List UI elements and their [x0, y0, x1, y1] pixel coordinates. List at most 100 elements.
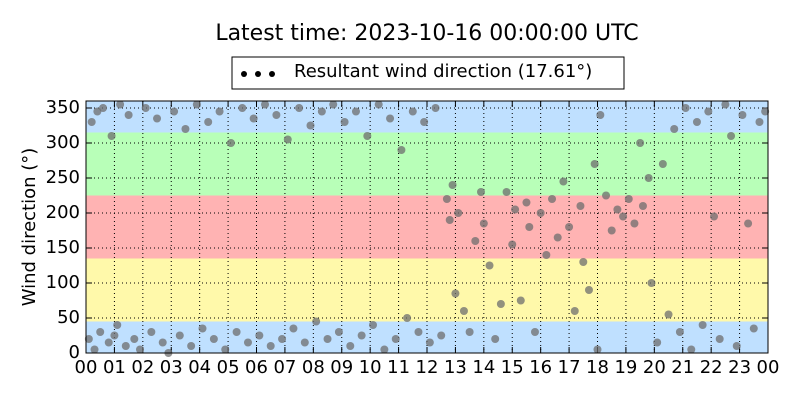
x-tick-label: 23: [728, 357, 751, 378]
y-tick-label: 200: [46, 202, 80, 223]
data-point: [414, 328, 423, 336]
legend-marker: [255, 71, 261, 77]
data-point: [283, 135, 292, 144]
data-point: [346, 342, 355, 350]
data-point: [255, 331, 264, 340]
data-point: [272, 111, 281, 119]
x-tick-label: 22: [700, 357, 723, 378]
x-tick-label: 21: [671, 357, 694, 378]
data-point: [323, 335, 332, 343]
data-point: [386, 114, 395, 123]
x-tick-label: 17: [558, 357, 581, 378]
data-point: [465, 328, 474, 336]
y-tick-label: 300: [46, 132, 80, 153]
data-point: [732, 342, 741, 350]
data-point: [107, 132, 116, 140]
data-point: [681, 104, 690, 112]
data-point: [431, 104, 440, 112]
data-point: [437, 331, 446, 340]
data-point: [596, 111, 605, 119]
data-point: [459, 307, 468, 315]
data-point: [403, 314, 412, 322]
data-point: [508, 240, 517, 249]
data-point: [87, 118, 96, 126]
x-tick-label: 00: [75, 357, 98, 378]
data-point: [261, 100, 270, 109]
data-point: [278, 335, 287, 343]
data-point: [420, 118, 429, 126]
data-point: [602, 191, 611, 200]
data-point: [516, 296, 525, 305]
data-point: [90, 345, 99, 354]
data-point: [312, 317, 321, 326]
data-point: [511, 205, 520, 214]
y-tick-label: 0: [69, 342, 80, 363]
data-point: [104, 338, 113, 347]
data-point: [448, 181, 457, 189]
data-point: [295, 104, 304, 112]
data-point: [675, 328, 684, 336]
data-point: [232, 328, 241, 336]
data-point: [565, 223, 574, 231]
data-point: [738, 111, 747, 119]
data-point: [374, 100, 383, 109]
data-point: [266, 342, 275, 350]
data-point: [496, 300, 505, 308]
data-point: [710, 212, 719, 221]
data-point: [351, 107, 360, 116]
y-axis-label: Wind direction (°): [19, 148, 40, 307]
data-point: [369, 321, 378, 329]
data-point: [238, 104, 247, 112]
legend-label: Resultant wind direction (17.61°): [294, 61, 592, 82]
data-point: [576, 202, 585, 210]
data-point: [553, 233, 562, 242]
data-point: [425, 338, 434, 347]
y-tick-label: 50: [57, 307, 80, 328]
data-point: [471, 237, 480, 245]
data-point: [749, 324, 758, 333]
data-point: [479, 219, 488, 228]
data-point: [476, 188, 485, 196]
data-point: [664, 310, 673, 319]
data-point: [624, 195, 633, 203]
data-point: [363, 132, 372, 140]
data-point: [192, 100, 201, 109]
data-point: [198, 324, 207, 333]
data-point: [300, 338, 309, 347]
data-point: [445, 216, 454, 224]
data-point: [744, 219, 753, 228]
data-point: [485, 261, 494, 270]
data-point: [630, 219, 639, 228]
x-tick-label: 14: [472, 357, 495, 378]
data-point: [755, 118, 764, 126]
data-point: [391, 335, 400, 343]
data-point: [380, 345, 389, 354]
plot-frame: [85, 100, 769, 354]
data-point: [221, 345, 230, 354]
data-point: [158, 338, 167, 347]
data-point: [619, 212, 628, 221]
data-point: [525, 223, 534, 231]
x-tick-label: 11: [387, 357, 410, 378]
data-point: [536, 209, 545, 217]
x-tick-label: 07: [273, 357, 296, 378]
data-point: [579, 258, 588, 266]
legend-marker: [269, 71, 275, 77]
data-point: [209, 335, 218, 343]
x-tick-label: 00: [757, 357, 780, 378]
data-point: [653, 338, 662, 347]
data-point: [397, 146, 406, 154]
data-point: [317, 107, 326, 116]
data-point: [548, 195, 557, 203]
data-point: [542, 251, 551, 259]
data-point: [451, 289, 460, 298]
data-point: [692, 118, 701, 126]
data-point: [99, 104, 108, 112]
data-point: [96, 328, 105, 336]
data-point: [638, 202, 647, 210]
x-tick-label: 03: [160, 357, 183, 378]
x-tick-label: 13: [444, 357, 467, 378]
data-point: [84, 335, 93, 343]
y-tick-label: 150: [46, 237, 80, 258]
data-point: [491, 335, 500, 343]
